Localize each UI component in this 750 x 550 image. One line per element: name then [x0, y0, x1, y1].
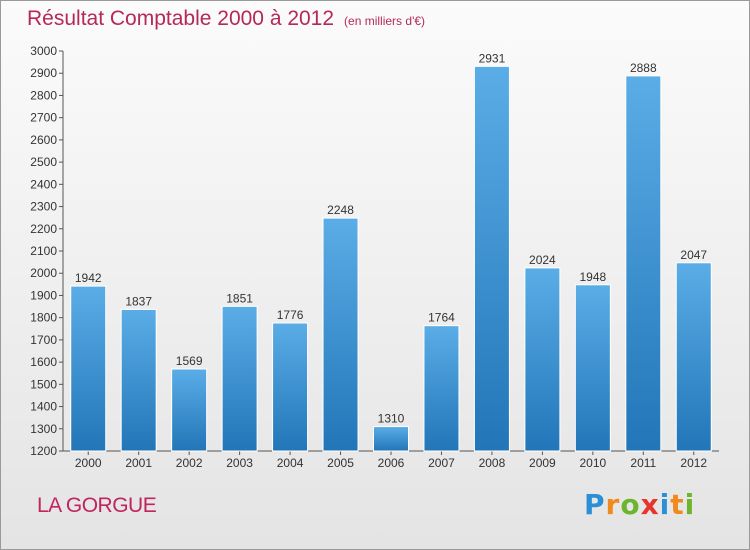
y-axis: 1200 1300 1400 1500 1600 1700 1800 1900 2000 2100…: [30, 44, 64, 458]
x-tick-label: 2005: [327, 456, 354, 470]
bar-2007: [423, 325, 460, 452]
bar-2011: [625, 75, 662, 452]
bar-2010: [574, 284, 611, 452]
logo-letter: P: [584, 488, 606, 521]
y-tick-label: 3000: [30, 44, 57, 58]
x-tick-label: 2004: [277, 456, 304, 470]
x-tick-label: 2001: [125, 456, 152, 470]
y-tick-label: 2900: [30, 66, 57, 80]
y-tick-label: 1200: [30, 444, 57, 458]
bar-2003: [221, 305, 258, 452]
x-tick-label: 2008: [479, 456, 506, 470]
x-tick-label: 2003: [226, 456, 253, 470]
bar-value-label: 1851: [226, 291, 253, 305]
bar-2000: [70, 285, 107, 452]
logo-letter: i: [684, 488, 696, 521]
y-tick-label: 2400: [30, 177, 57, 191]
y-tick-label: 2600: [30, 133, 57, 147]
bar-value-label: 1310: [378, 412, 405, 426]
y-tick-label: 1600: [30, 355, 57, 369]
y-tick-label: 2300: [30, 200, 57, 214]
y-tick-label: 1700: [30, 333, 57, 347]
bar-value-label: 2248: [327, 203, 354, 217]
chart-title: Résultat Comptable 2000 à 2012 (en millie…: [27, 7, 425, 31]
y-tick-label: 1900: [30, 288, 57, 302]
bar-value-label: 2888: [630, 61, 657, 75]
logo-letter: t: [670, 488, 685, 521]
y-tick-label: 1500: [30, 377, 57, 391]
bar-value-label: 1837: [125, 294, 152, 308]
place-name: LA GORGUE: [37, 494, 157, 517]
x-tick-label: 2002: [176, 456, 203, 470]
y-tick-label: 1800: [30, 311, 57, 325]
bars: 1942 1837 1569 1851 1776 2248 1310 1764 2931 2024…: [70, 51, 712, 452]
chart-subtitle: (en milliers d'€): [344, 14, 426, 28]
bar-2002: [171, 368, 208, 452]
y-tick-label: 1400: [30, 400, 57, 414]
bar-2005: [322, 217, 359, 452]
logo-letter: o: [620, 488, 641, 521]
bar-2012: [675, 262, 712, 452]
x-tick-label: 2000: [75, 456, 102, 470]
y-tick-label: 2000: [30, 266, 57, 280]
y-tick-label: 2700: [30, 111, 57, 125]
bar-value-label: 2047: [680, 248, 707, 262]
bar-value-label: 2931: [479, 51, 506, 65]
bar-2001: [120, 308, 157, 452]
chart-title-text: Résultat Comptable 2000 à 2012: [27, 7, 335, 30]
y-tick-label: 1300: [30, 422, 57, 436]
x-tick-label: 2012: [680, 456, 707, 470]
x-tick-label: 2009: [529, 456, 556, 470]
bar-2008: [473, 65, 510, 452]
y-tick-label: 2500: [30, 155, 57, 169]
bar-2009: [524, 267, 561, 452]
logo-letter: r: [605, 488, 621, 521]
bar-value-label: 1569: [176, 354, 203, 368]
y-tick-label: 2800: [30, 88, 57, 102]
bar-2006: [373, 426, 409, 452]
logo-letter: x: [640, 488, 660, 521]
y-tick-label: 2200: [30, 222, 57, 236]
bar-value-label: 1942: [75, 271, 102, 285]
bar-value-label: 1948: [579, 270, 606, 284]
x-tick-label: 2006: [378, 456, 405, 470]
bar-value-label: 1776: [277, 308, 304, 322]
x-tick-label: 2011: [630, 456, 656, 470]
proxiti-logo: Proxiti: [584, 488, 695, 521]
x-axis: 2000 2001 2002 2003 2004 2005 2006 2007 2008 2009…: [63, 450, 719, 470]
bar-value-label: 2024: [529, 253, 556, 267]
logo-letter: i: [659, 488, 671, 521]
bar-2004: [272, 322, 309, 452]
bar-value-label: 1764: [428, 311, 455, 325]
y-tick-label: 2100: [30, 244, 57, 258]
x-tick-label: 2007: [428, 456, 455, 470]
x-tick-label: 2010: [579, 456, 606, 470]
